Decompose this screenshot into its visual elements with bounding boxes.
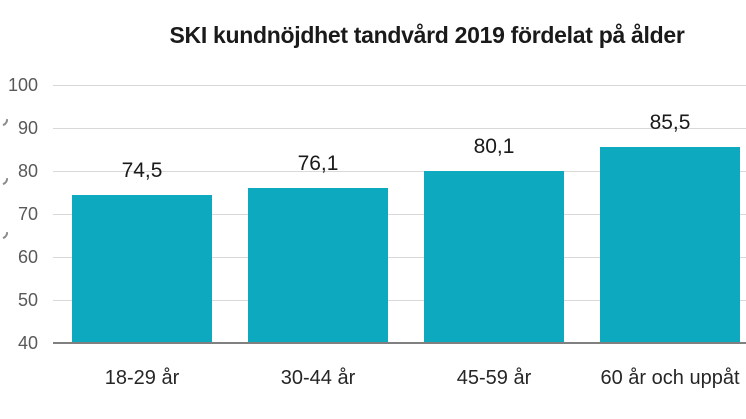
y-axis-tick-label: 60 bbox=[17, 247, 38, 267]
bar-18-29 år bbox=[72, 195, 212, 343]
y-axis-tick-label: 90 bbox=[17, 118, 38, 138]
x-axis-category-label: 30-44 år bbox=[280, 367, 356, 389]
cropped-axis-title-fragment bbox=[0, 224, 11, 242]
bar-30-44 år bbox=[248, 188, 388, 343]
bar-value-label: 76,1 bbox=[297, 152, 339, 175]
x-axis-line bbox=[53, 342, 746, 344]
bar-60 år och uppåt bbox=[600, 147, 740, 343]
bar-value-label: 80,1 bbox=[473, 135, 515, 158]
x-axis-category-label: 45-59 år bbox=[456, 367, 532, 389]
gridline-y-80 bbox=[53, 171, 746, 172]
y-axis-tick-label: 100 bbox=[7, 75, 38, 95]
gridline-y-70 bbox=[53, 214, 746, 215]
gridline-y-100 bbox=[53, 85, 746, 86]
chart-title: SKI kundnöjdhet tandvård 2019 fördelat p… bbox=[169, 22, 685, 48]
y-axis-tick-label: 50 bbox=[17, 290, 38, 310]
y-axis-tick-label: 80 bbox=[17, 161, 38, 181]
bar-value-label: 74,5 bbox=[121, 159, 163, 182]
gridline-y-50 bbox=[53, 300, 746, 301]
y-axis-tick-label: 70 bbox=[17, 204, 38, 224]
x-axis-category-label: 18-29 år bbox=[104, 367, 180, 389]
gridline-y-90 bbox=[53, 128, 746, 129]
x-axis-category-label: 60 år och uppåt bbox=[600, 367, 740, 389]
bar-value-label: 85,5 bbox=[649, 111, 691, 134]
bar-45-59 år bbox=[424, 171, 564, 343]
gridline-y-60 bbox=[53, 257, 746, 258]
y-axis-tick-label: 40 bbox=[17, 333, 38, 353]
